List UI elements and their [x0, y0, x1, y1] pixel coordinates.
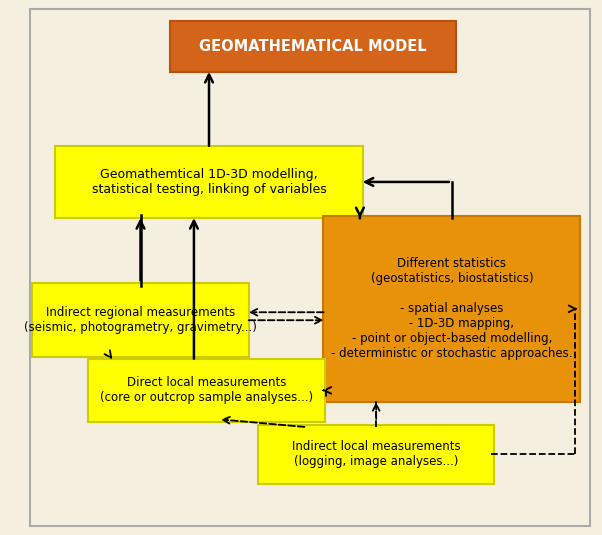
FancyBboxPatch shape — [55, 146, 363, 218]
Text: Indirect regional measurements
(seismic, photogrametry, gravimetry...): Indirect regional measurements (seismic,… — [24, 306, 257, 334]
FancyBboxPatch shape — [33, 283, 249, 357]
Text: Geomathemtical 1D-3D modelling,
statistical testing, linking of variables: Geomathemtical 1D-3D modelling, statisti… — [92, 168, 326, 196]
FancyBboxPatch shape — [88, 359, 326, 422]
Text: Indirect local measurements
(logging, image analyses...): Indirect local measurements (logging, im… — [292, 440, 461, 468]
FancyBboxPatch shape — [323, 216, 580, 402]
Text: Direct local measurements
(core or outcrop sample analyses...): Direct local measurements (core or outcr… — [100, 376, 313, 404]
Text: Different statistics
(geostatistics, biostatistics)

- spatial analyses
     - 1: Different statistics (geostatistics, bio… — [331, 257, 573, 360]
FancyBboxPatch shape — [170, 21, 456, 72]
FancyBboxPatch shape — [258, 424, 494, 484]
Text: GEOMATHEMATICAL MODEL: GEOMATHEMATICAL MODEL — [199, 39, 427, 54]
